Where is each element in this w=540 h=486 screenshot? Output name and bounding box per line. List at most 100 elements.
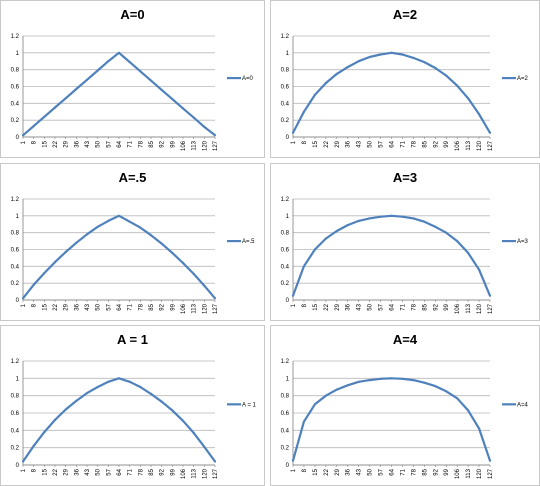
data-point <box>313 248 316 251</box>
data-point <box>368 217 371 220</box>
x-tick-label: 1 <box>291 140 297 144</box>
x-tick-label: 29 <box>64 303 70 310</box>
x-tick-label: 85 <box>149 303 155 310</box>
data-point <box>467 409 470 412</box>
x-tick-label: 8 <box>32 140 38 144</box>
plot-svg: 0 0.2 0.4 0.6 0.8 1 1.2 1 8 15 22 29 36 43 50 57 64 71 78 8… <box>281 359 529 479</box>
x-tick-label: 36 <box>74 468 80 475</box>
y-tick-label: 0.6 <box>11 85 20 91</box>
data-point <box>434 66 437 70</box>
data-point <box>64 97 67 100</box>
x-tick-label: 1 <box>291 468 297 472</box>
x-tick-label: 8 <box>32 303 38 307</box>
x-tick-label: 120 <box>202 468 208 479</box>
data-point <box>346 66 349 69</box>
y-tick-label: 1 <box>16 376 20 382</box>
data-point <box>43 272 46 275</box>
data-point <box>117 377 121 380</box>
data-point <box>456 240 459 243</box>
data-point <box>213 297 217 300</box>
x-tick-label: 1 <box>21 303 27 307</box>
series-line <box>291 214 492 297</box>
plot-svg: 0 0.2 0.4 0.6 0.8 1 1.2 1 8 15 22 29 36 43 50 57 64 71 78 8… <box>11 34 254 151</box>
x-tick-label: 57 <box>106 140 112 147</box>
legend-label: A=3 <box>517 239 529 245</box>
x-tick-label: 8 <box>302 303 308 307</box>
x-tick-label: 99 <box>444 303 450 310</box>
y-tick-label: 1.2 <box>11 359 20 365</box>
x-tick-label: 78 <box>411 140 417 147</box>
data-point <box>291 131 295 134</box>
x-tick-label: 106 <box>181 468 187 479</box>
y-tick-label: 0.8 <box>11 394 20 400</box>
x-tick-label: 29 <box>335 140 341 147</box>
x-tick-label: 99 <box>170 303 176 310</box>
x-tick-label: 113 <box>466 303 472 313</box>
data-point <box>128 380 131 383</box>
x-tick-label: 78 <box>411 303 417 310</box>
chart-panel-2: A=2 0 0.2 0.4 0.6 0.8 1 1.2 1 8 15 22 29 36 43 50 57 64 71… <box>270 0 540 158</box>
y-tick-label: 0.8 <box>281 68 290 74</box>
y-tick-label: 0.6 <box>281 248 290 254</box>
x-tick-label: 120 <box>202 140 208 151</box>
data-point <box>379 53 382 56</box>
data-point <box>160 400 163 403</box>
data-point <box>43 431 46 434</box>
data-point <box>324 394 327 397</box>
plot-svg: 0 0.2 0.4 0.6 0.8 1 1.2 1 8 15 22 29 36 43 50 57 64 71 78 8… <box>11 359 257 479</box>
y-tick-label: 1.2 <box>281 197 290 203</box>
x-tick-label: 36 <box>346 303 352 310</box>
x-tick-label: 71 <box>128 303 134 310</box>
y-tick-label: 0 <box>16 463 20 469</box>
data-point <box>379 377 382 380</box>
x-tick-label: 36 <box>346 468 352 475</box>
y-tick-label: 0.2 <box>11 118 20 124</box>
chart-panel-5: A = 1 0 0.2 0.4 0.6 0.8 1 1.2 1 8 15 22 29 36 43 50 57 64… <box>0 325 265 486</box>
chart-title: A=4 <box>392 332 418 347</box>
plot-svg: 0 0.2 0.4 0.6 0.8 1 1.2 1 8 15 22 29 36 43 50 57 64 71 78 8… <box>281 197 529 314</box>
data-point <box>478 113 481 116</box>
x-tick-label: 113 <box>192 303 198 313</box>
x-tick-label: 50 <box>368 303 374 310</box>
x-tick-label: 113 <box>466 468 472 478</box>
data-point <box>434 385 437 388</box>
x-tick-label: 15 <box>42 303 48 310</box>
data-point <box>478 268 481 271</box>
data-point <box>313 93 316 96</box>
y-tick-label: 0.2 <box>281 446 290 452</box>
x-tick-label: 120 <box>477 140 483 151</box>
chart-title: A=2 <box>392 7 418 22</box>
data-point <box>313 403 316 406</box>
y-tick-label: 0.4 <box>11 101 20 107</box>
legend-label: A=4 <box>517 402 529 408</box>
data-point <box>75 241 78 244</box>
legend-label: A=.5 <box>242 239 255 245</box>
data-point <box>53 106 57 109</box>
data-point <box>139 70 142 73</box>
data-point <box>346 224 349 227</box>
x-tick-label: 64 <box>117 140 123 147</box>
x-tick-label: 71 <box>400 140 406 147</box>
data-point <box>488 294 492 297</box>
y-tick-label: 0 <box>16 298 20 304</box>
x-tick-label: 15 <box>313 303 319 310</box>
chart-panel-3: A=.5 0 0.2 0.4 0.6 0.8 1 1.2 1 8 15 22 29 36 43 50 57 64 7… <box>0 163 265 321</box>
y-tick-label: 1.2 <box>11 197 20 203</box>
x-tick-label: 127 <box>488 468 494 479</box>
data-point <box>346 384 349 387</box>
data-point <box>171 251 174 254</box>
data-point <box>335 72 338 75</box>
y-tick-label: 0.2 <box>11 281 20 287</box>
x-tick-label: 22 <box>324 468 330 475</box>
x-tick-label: 92 <box>160 303 166 310</box>
x-tick-label: 99 <box>444 468 450 475</box>
x-tick-label: 15 <box>313 140 319 147</box>
x-tick-label: 57 <box>379 303 385 310</box>
y-tick-label: 0.6 <box>11 411 20 417</box>
x-tick-label: 29 <box>64 140 70 147</box>
data-point <box>203 445 206 448</box>
data-point <box>139 385 142 389</box>
data-point <box>85 392 89 395</box>
plot-svg: 0 0.2 0.4 0.6 0.8 1 1.2 1 8 15 22 29 36 43 50 57 64 71 78 8… <box>281 34 529 151</box>
